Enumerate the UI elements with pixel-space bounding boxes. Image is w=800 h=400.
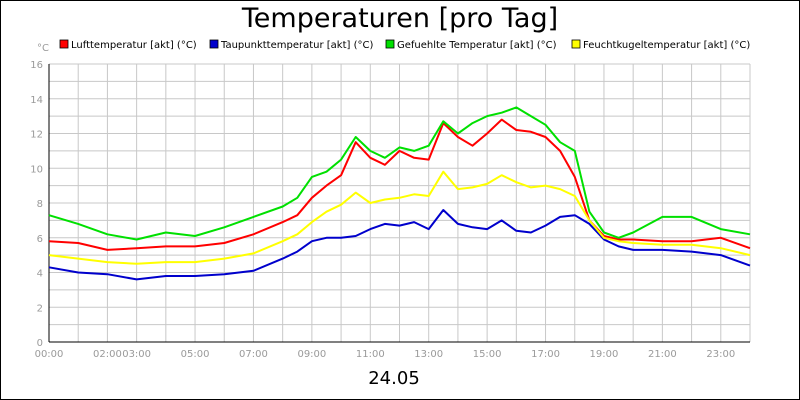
x-tick-label: 19:00 xyxy=(590,349,619,360)
legend-label: Lufttemperatur [akt] (°C) xyxy=(71,40,197,51)
y-tick-label: 12 xyxy=(30,130,43,141)
x-tick-label: 13:00 xyxy=(414,349,443,360)
x-tick-label: 07:00 xyxy=(239,349,268,360)
legend-swatch xyxy=(571,39,581,49)
y-tick-label: 8 xyxy=(37,199,43,210)
legend-swatch xyxy=(209,39,219,49)
x-tick-label: 09:00 xyxy=(297,349,326,360)
legend-label: Taupunkttemperatur [akt] (°C) xyxy=(220,40,373,51)
series-line-3 xyxy=(48,106,751,241)
y-tick-label: 2 xyxy=(37,303,43,314)
x-tick-label: 00:00 xyxy=(35,349,64,360)
series-line-4 xyxy=(48,170,751,265)
plot-area: 0 2 4 6 8 10 12 14 16 00:00 02:00 03:00 05:00 07:00 09… xyxy=(30,60,751,360)
legend-item-2: Taupunkttemperatur [akt] (°C) xyxy=(209,39,373,51)
y-axis-unit: °C xyxy=(37,43,49,54)
x-tick-label: 21:00 xyxy=(648,349,677,360)
x-tick-label: 05:00 xyxy=(181,349,210,360)
date-label: 24.05 xyxy=(368,368,420,389)
chart-title: Temperaturen [pro Tag] xyxy=(241,3,558,34)
legend: Lufttemperatur [akt] (°C) Taupunkttempera… xyxy=(59,39,750,51)
y-tick-label: 4 xyxy=(37,269,43,280)
legend-item-1: Lufttemperatur [akt] (°C) xyxy=(59,39,197,51)
x-tick-label: 02:00 xyxy=(93,349,122,360)
series-line-1 xyxy=(48,118,751,251)
x-tick-label: 23:00 xyxy=(706,349,735,360)
y-tick-label: 16 xyxy=(30,60,43,71)
x-tick-label: 17:00 xyxy=(531,349,560,360)
legend-label: Gefuehlte Temperatur [akt] (°C) xyxy=(397,40,557,51)
y-tick-label: 14 xyxy=(30,95,43,106)
x-tick-label: 11:00 xyxy=(356,349,385,360)
legend-swatch xyxy=(385,39,395,49)
legend-swatch xyxy=(59,39,69,49)
legend-label: Feuchtkugeltemperatur [akt] (°C) xyxy=(583,40,750,51)
series-line-2 xyxy=(48,209,751,281)
y-tick-label: 6 xyxy=(37,234,43,245)
y-tick-label: 10 xyxy=(30,164,43,175)
y-tick-label: 0 xyxy=(37,338,43,349)
x-tick-label: 03:00 xyxy=(122,349,151,360)
x-tick-label: 15:00 xyxy=(473,349,502,360)
legend-item-3: Gefuehlte Temperatur [akt] (°C) xyxy=(385,39,557,51)
legend-item-4: Feuchtkugeltemperatur [akt] (°C) xyxy=(571,39,750,51)
